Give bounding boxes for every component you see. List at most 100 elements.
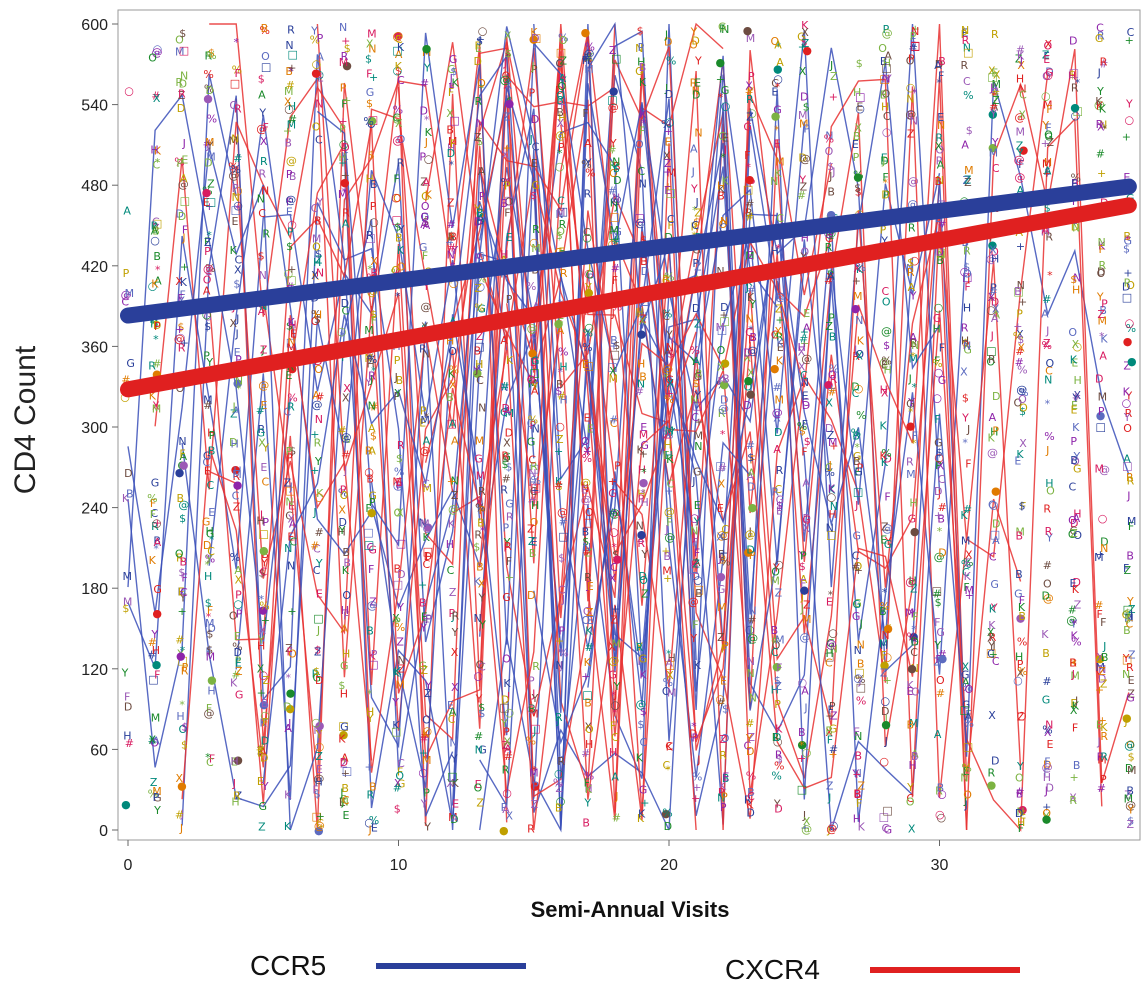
scatter-marker: J — [339, 787, 343, 800]
scatter-marker: O — [585, 723, 594, 736]
scatter-marker: Z — [257, 745, 265, 758]
scatter-marker: □ — [392, 44, 402, 57]
scatter-marker: D — [990, 246, 998, 259]
scatter-marker: * — [775, 80, 781, 93]
scatter-marker: ● — [175, 466, 185, 479]
scatter-marker: O — [911, 685, 920, 698]
scatter-marker: % — [558, 31, 568, 44]
scatter-marker: ○ — [934, 366, 944, 379]
scatter-marker: N — [315, 413, 323, 426]
scatter-marker: K — [666, 453, 674, 466]
scatter-marker: N — [422, 347, 430, 360]
scatter-marker: ● — [121, 798, 131, 811]
scatter-marker: $ — [394, 802, 401, 815]
scatter-marker: X — [1070, 704, 1078, 717]
scatter-marker: E — [447, 699, 454, 712]
scatter-marker: + — [287, 263, 296, 276]
scatter-marker: Y — [880, 235, 888, 248]
scatter-marker: R — [312, 668, 320, 681]
scatter-marker: % — [932, 357, 942, 370]
scatter-marker: □ — [396, 537, 406, 550]
scatter-marker: ○ — [690, 512, 700, 525]
scatter-marker: B — [911, 750, 919, 763]
scatter-marker: ○ — [582, 231, 592, 244]
scatter-marker: P — [182, 661, 189, 674]
scatter-marker: O — [288, 648, 297, 661]
scatter-marker: R — [397, 157, 405, 170]
scatter-marker: B — [341, 782, 349, 795]
scatter-marker: Z — [476, 796, 484, 809]
y-tick-label: 300 — [81, 420, 108, 437]
scatter-marker: Y — [1123, 411, 1131, 424]
scatter-marker: X — [259, 624, 267, 637]
scatter-marker: E — [234, 630, 241, 643]
scatter-marker: G — [532, 179, 541, 192]
scatter-marker: % — [202, 185, 212, 198]
scatter-marker: H — [152, 644, 160, 657]
scatter-marker: H — [880, 639, 888, 652]
scatter-marker: E — [204, 465, 211, 478]
scatter-marker: C — [743, 740, 751, 753]
scatter-marker: R — [935, 132, 943, 145]
scatter-marker: A — [993, 309, 1001, 322]
scatter-marker: * — [911, 623, 917, 636]
scatter-marker: X — [609, 365, 617, 378]
scatter-marker: R — [181, 664, 189, 677]
scatter-marker: % — [476, 273, 486, 286]
scatter-marker: O — [527, 373, 536, 386]
scatter-marker: $ — [178, 321, 185, 334]
scatter-marker: E — [664, 184, 671, 197]
scatter-marker: E — [581, 483, 588, 496]
scatter-marker: □ — [715, 460, 725, 473]
scatter-marker: # — [559, 516, 568, 529]
scatter-marker: J — [664, 82, 668, 95]
scatter-marker: % — [1041, 339, 1051, 352]
scatter-marker: R — [908, 221, 916, 234]
scatter-marker: C — [258, 207, 266, 220]
scatter-marker: H — [257, 639, 265, 652]
scatter-marker: Y — [667, 426, 675, 439]
scatter-marker: O — [1045, 357, 1054, 370]
scatter-marker: C — [311, 202, 319, 215]
scatter-marker: J — [1044, 785, 1048, 798]
scatter-marker: N — [368, 42, 376, 55]
scatter-marker: E — [907, 109, 914, 122]
scatter-marker: F — [1072, 721, 1078, 734]
scatter-marker: G — [419, 659, 428, 672]
scatter-marker: □ — [634, 212, 644, 225]
scatter-marker: M — [125, 287, 135, 300]
scatter-marker: # — [989, 101, 998, 114]
scatter-marker: ● — [609, 85, 619, 98]
scatter-marker: $ — [476, 135, 483, 148]
scatter-marker: % — [720, 556, 730, 569]
scatter-marker: H — [338, 151, 346, 164]
scatter-marker: Y — [640, 548, 648, 561]
scatter-marker: B — [177, 492, 185, 505]
scatter-marker: P — [691, 731, 698, 744]
scatter-marker: ● — [342, 59, 352, 72]
scatter-marker: C — [775, 483, 783, 496]
scatter-marker: X — [342, 391, 350, 404]
scatter-marker: Z — [424, 687, 432, 700]
scatter-marker: J — [636, 305, 640, 318]
scatter-marker: * — [371, 365, 377, 378]
scatter-marker: P — [961, 28, 968, 41]
scatter-marker: ○ — [422, 724, 432, 737]
scatter-marker: ● — [880, 659, 890, 672]
scatter-marker: B — [747, 786, 755, 799]
scatter-marker: G — [420, 211, 429, 224]
scatter-marker: □ — [231, 203, 241, 216]
scatter-marker: $ — [747, 451, 754, 464]
scatter-marker: H — [150, 144, 158, 157]
scatter-marker: X — [856, 349, 864, 362]
scatter-marker: C — [776, 212, 784, 225]
scatter-marker: J — [289, 480, 293, 493]
scatter-marker: C — [342, 794, 350, 807]
scatter-marker: O — [393, 192, 402, 205]
scatter-marker: $ — [883, 339, 890, 352]
scatter-marker: G — [829, 723, 838, 736]
scatter-marker: % — [394, 465, 404, 478]
scatter-marker: Z — [315, 254, 323, 267]
scatter-marker: X — [557, 117, 565, 130]
scatter-marker: R — [690, 221, 698, 234]
